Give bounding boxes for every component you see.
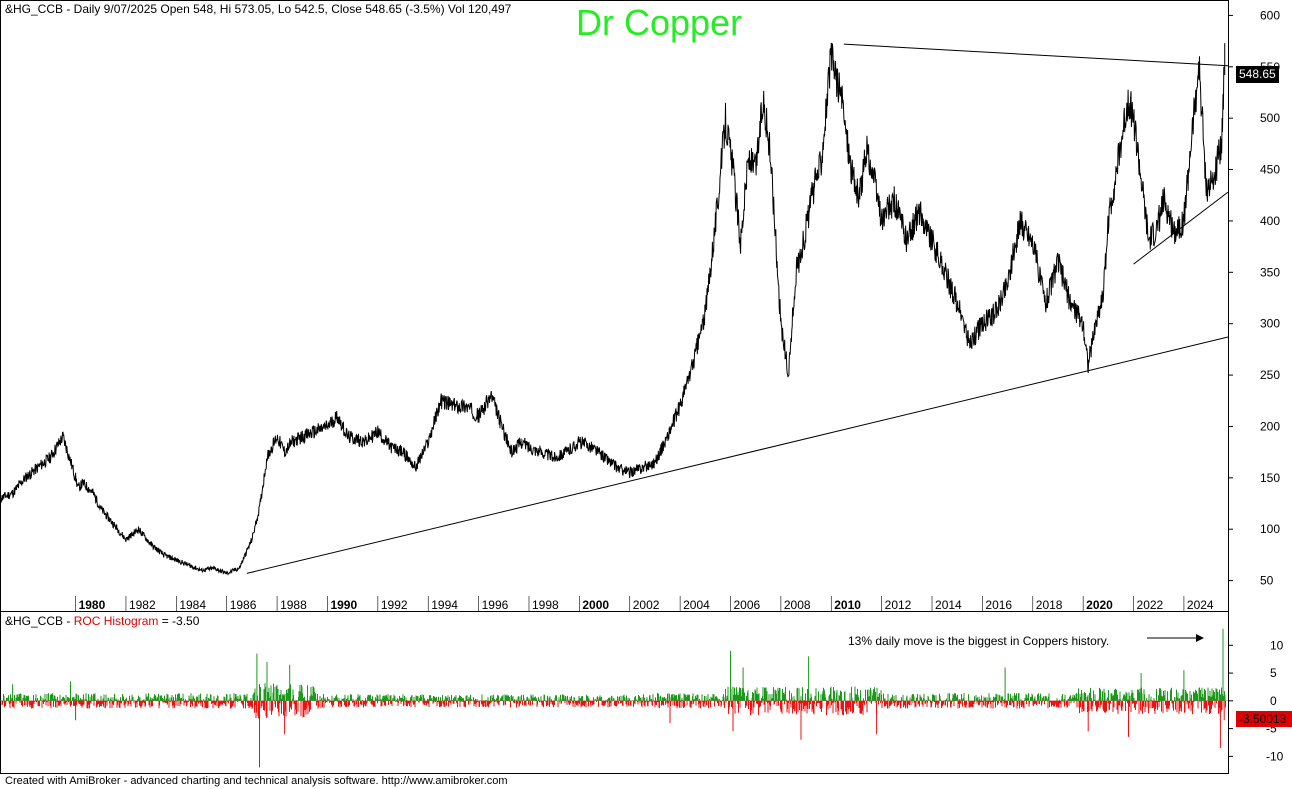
roc-value: = -3.50	[158, 614, 200, 628]
y-tick-label: 400	[1260, 214, 1280, 228]
x-tick-label: 2000	[582, 598, 609, 612]
x-tick-label: 1992	[381, 598, 408, 612]
x-tick-label: 2004	[683, 598, 710, 612]
trendline	[246, 336, 1229, 574]
y-tick-label: 300	[1260, 317, 1280, 331]
footer-credit: Created with AmiBroker - advanced charti…	[5, 775, 508, 787]
chart-title: Dr Copper	[576, 2, 743, 43]
x-tick-label: 2002	[633, 598, 660, 612]
x-tick-label: 1998	[532, 598, 559, 612]
time-axis: 1980 1982 1984 1986 1988 1990 1992 1994 1996 1998…	[75, 596, 1214, 612]
roc-bars-down	[1, 700, 1226, 768]
x-tick-label: 1988	[280, 598, 307, 612]
y-tick-label: 150	[1260, 471, 1280, 485]
x-tick-label: 2006	[734, 598, 761, 612]
x-tick-label: 1996	[482, 598, 509, 612]
roc-y-tick-label: -5	[1266, 722, 1277, 736]
roc-name: ROC Histogram	[73, 614, 159, 628]
x-tick-label: 2024	[1187, 598, 1214, 612]
price-line	[0, 42, 1225, 576]
y-tick-label: 200	[1260, 419, 1280, 433]
annotation-text: 13% daily move is the biggest in Coppers…	[848, 634, 1110, 648]
x-tick-label: 2008	[784, 598, 811, 612]
roc-y-tick-label: -10	[1266, 749, 1284, 763]
x-tick-label: 1984	[179, 598, 206, 612]
x-tick-label: 2012	[885, 598, 912, 612]
trendline	[843, 43, 1229, 67]
last-price-label: 548.65	[1236, 66, 1279, 83]
outer-frame	[0, 0, 1229, 774]
x-tick-label: 1982	[129, 598, 156, 612]
x-tick-label: 1994	[431, 598, 458, 612]
y-tick-label: 600	[1260, 8, 1280, 22]
roc-prefix: &HG_CCB -	[5, 614, 74, 628]
y-tick-label: 350	[1260, 265, 1280, 279]
y-tick-label: 50	[1260, 574, 1274, 588]
roc-y-tick-label: 0	[1270, 694, 1277, 708]
trendline	[1133, 191, 1229, 265]
price-header: &HG_CCB - Daily 9/07/2025 Open 548, Hi 5…	[5, 2, 512, 16]
price-axis: 50100150200250300350400450500550600	[1228, 8, 1280, 588]
y-tick-label: 250	[1260, 368, 1280, 382]
roc-bars-up	[3, 628, 1226, 701]
roc-histogram	[1, 628, 1226, 768]
y-tick-label: 450	[1260, 163, 1280, 177]
panel-frames	[0, 0, 1229, 774]
annotation-arrow	[1147, 634, 1204, 642]
last-roc-label: -3.50013	[1236, 711, 1292, 727]
trendlines	[246, 43, 1229, 574]
roc-y-tick-label: 5	[1270, 666, 1277, 680]
x-tick-label: 1990	[330, 598, 357, 612]
y-tick-label: 500	[1260, 111, 1280, 125]
x-tick-label: 2016	[985, 598, 1012, 612]
x-tick-label: 2020	[1086, 598, 1113, 612]
x-tick-label: 2022	[1137, 598, 1164, 612]
x-tick-label: 2018	[1036, 598, 1063, 612]
x-tick-label: 2014	[935, 598, 962, 612]
roc-y-tick-label: 10	[1270, 638, 1284, 652]
roc-header: &HG_CCB - ROC Histogram = -3.50	[5, 614, 199, 628]
x-tick-label: 1980	[79, 598, 106, 612]
x-tick-label: 2010	[834, 598, 861, 612]
y-tick-label: 100	[1260, 522, 1280, 536]
x-tick-label: 1986	[230, 598, 257, 612]
